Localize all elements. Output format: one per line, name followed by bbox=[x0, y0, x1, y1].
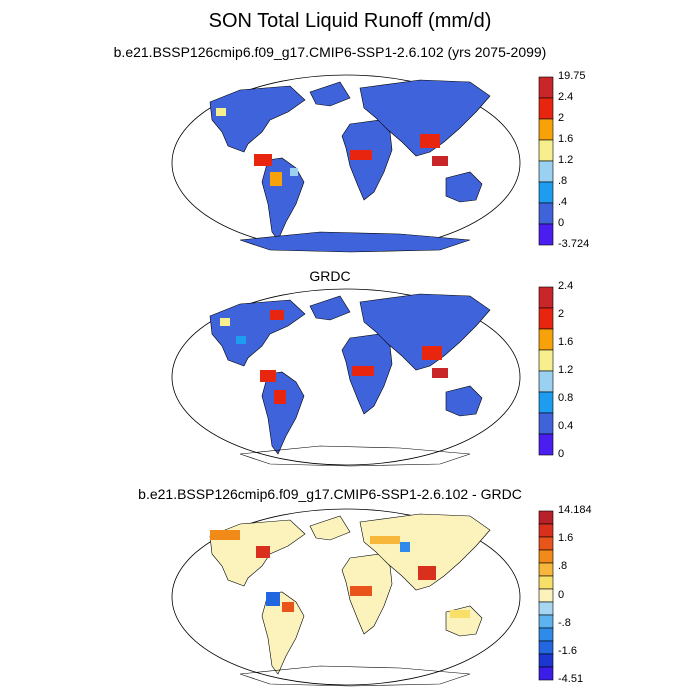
colorbar-swatches bbox=[538, 76, 554, 246]
colorbar-swatch bbox=[538, 412, 554, 435]
colorbar-label: .4 bbox=[558, 196, 568, 208]
map-model bbox=[171, 74, 521, 253]
colorbar-label: .8 bbox=[558, 175, 568, 187]
colorbar-difference: 14.184 1.6 .8 0 -.8 -1.6 -4.51 bbox=[538, 504, 628, 689]
colorbar-swatch bbox=[538, 601, 554, 616]
panel-title-diff: b.e21.BSSP126cmip6.f09_g17.CMIP6-SSP1-2.… bbox=[138, 486, 522, 502]
colorbar-swatch bbox=[538, 653, 554, 668]
colorbar-swatch bbox=[538, 391, 554, 414]
colorbar-swatch bbox=[538, 549, 554, 564]
colorbar-swatch bbox=[538, 614, 554, 629]
colorbar-label: .8 bbox=[558, 560, 568, 573]
hotspots bbox=[216, 108, 448, 186]
colorbar-swatch bbox=[538, 666, 554, 681]
colorbar-label: 19.75 bbox=[558, 70, 586, 82]
colorbar-label: 0 bbox=[558, 448, 565, 460]
colorbar-label: 1.2 bbox=[558, 154, 574, 166]
colorbar-swatch bbox=[538, 640, 554, 655]
hotspots bbox=[210, 530, 470, 618]
antarctica-outline bbox=[239, 665, 471, 687]
colorbar-label: 1.2 bbox=[558, 364, 574, 376]
colorbar-label: -1.6 bbox=[558, 644, 577, 657]
colorbar-label: 2 bbox=[558, 112, 565, 124]
land-fill bbox=[209, 293, 491, 455]
colorbar-label: 2.4 bbox=[558, 280, 574, 292]
colorbar-label: 1.6 bbox=[558, 336, 574, 348]
colorbar-swatch bbox=[538, 349, 554, 372]
colorbar-label: -4.51 bbox=[558, 673, 584, 685]
colorbar-swatch bbox=[538, 97, 554, 120]
colorbar-label: -.8 bbox=[558, 616, 571, 629]
colorbar-swatch bbox=[538, 370, 554, 393]
map-grdc bbox=[171, 288, 521, 467]
colorbar-swatch bbox=[538, 328, 554, 351]
colorbar-label: 14.184 bbox=[558, 504, 592, 516]
colorbar-swatches bbox=[538, 510, 554, 681]
colorbar-label: 0.4 bbox=[558, 420, 574, 432]
colorbar-swatch bbox=[538, 627, 554, 642]
colorbar-swatch bbox=[538, 202, 554, 225]
colorbar-label: 2 bbox=[558, 308, 565, 320]
colorbar-swatch bbox=[538, 575, 554, 590]
panel-title-grdc: GRDC bbox=[309, 268, 351, 284]
colorbar-model: 19.75 2.4 2 1.6 1.2 .8 .4 0 -3.724 bbox=[538, 70, 628, 254]
colorbar-swatch bbox=[538, 118, 554, 141]
colorbar-swatch bbox=[538, 139, 554, 162]
colorbar-swatch bbox=[538, 76, 554, 99]
colorbar-swatch bbox=[538, 523, 554, 538]
colorbar-swatch bbox=[538, 588, 554, 603]
colorbar-swatch bbox=[538, 181, 554, 204]
colorbar-swatch bbox=[538, 510, 554, 525]
colorbar-swatch bbox=[538, 307, 554, 330]
colorbar-grdc: 2.4 2 1.6 1.2 0.8 0.4 0 bbox=[538, 280, 628, 464]
colorbar-swatch bbox=[538, 562, 554, 577]
colorbar-swatch bbox=[538, 433, 554, 456]
colorbar-swatch bbox=[538, 536, 554, 551]
colorbar-label: 0 bbox=[558, 588, 565, 601]
hotspots bbox=[220, 310, 448, 404]
antarctica-outline bbox=[239, 445, 471, 467]
colorbar-label: 1.6 bbox=[558, 133, 574, 145]
colorbar-label: 0 bbox=[558, 217, 565, 229]
colorbar-label: 1.6 bbox=[558, 532, 574, 545]
colorbar-swatch bbox=[538, 286, 554, 309]
colorbar-label: 2.4 bbox=[558, 91, 574, 103]
colorbar-swatches bbox=[538, 286, 554, 456]
colorbar-label: -3.724 bbox=[558, 238, 590, 250]
colorbar-label: 0.8 bbox=[558, 392, 574, 404]
colorbar-swatch bbox=[538, 160, 554, 183]
colorbar-swatch bbox=[538, 223, 554, 246]
panel-title-model: b.e21.BSSP126cmip6.f09_g17.CMIP6-SSP1-2.… bbox=[113, 44, 547, 60]
map-difference bbox=[171, 508, 521, 687]
figure-title: SON Total Liquid Runoff (mm/d) bbox=[208, 10, 492, 32]
